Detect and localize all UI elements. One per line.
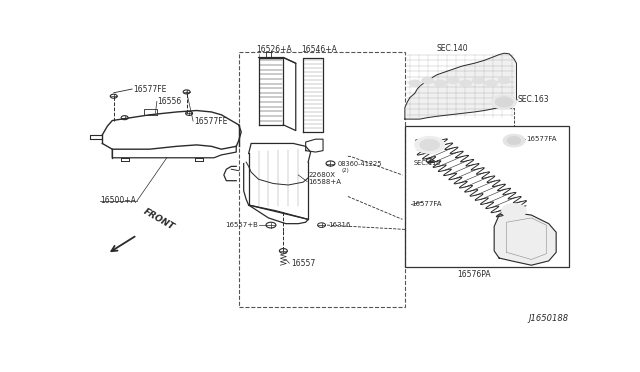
Circle shape [492, 95, 516, 109]
Text: 08360-41225: 08360-41225 [338, 160, 383, 167]
Circle shape [503, 134, 525, 147]
Bar [239, 52, 405, 307]
Text: 16577FA: 16577FA [412, 202, 442, 208]
Text: FRONT: FRONT [142, 207, 176, 232]
Text: 22680X: 22680X [308, 172, 335, 178]
Bar [405, 126, 568, 267]
Circle shape [409, 80, 420, 87]
Text: 16577FE: 16577FE [194, 118, 227, 126]
Circle shape [507, 137, 521, 145]
Text: SEC.110: SEC.110 [413, 160, 441, 166]
Circle shape [502, 203, 526, 218]
Circle shape [472, 77, 484, 84]
Text: 16556: 16556 [157, 97, 181, 106]
Circle shape [485, 80, 497, 87]
Text: 16588+A: 16588+A [308, 179, 341, 185]
Text: 16526+A: 16526+A [256, 45, 292, 54]
Circle shape [460, 80, 472, 87]
Circle shape [435, 80, 446, 87]
Bar [420, 149, 426, 152]
Text: 16546+A: 16546+A [301, 45, 337, 54]
Circle shape [498, 77, 510, 84]
Circle shape [495, 97, 513, 107]
Text: 16577FE: 16577FE [134, 84, 167, 93]
Text: 16576PA: 16576PA [458, 270, 491, 279]
Circle shape [420, 139, 440, 151]
Text: SEC.140: SEC.140 [436, 44, 468, 53]
Text: 16577FA: 16577FA [527, 135, 557, 142]
Text: SEC.11B: SEC.11B [415, 140, 442, 145]
Text: (2): (2) [341, 168, 349, 173]
Text: J1650188: J1650188 [529, 314, 568, 323]
Circle shape [415, 136, 445, 154]
Text: 16557+B: 16557+B [226, 222, 259, 228]
Text: 16316: 16316 [328, 222, 351, 228]
Text: 16557: 16557 [291, 259, 315, 268]
Polygon shape [405, 53, 516, 119]
Polygon shape [494, 212, 556, 265]
Text: 16500+A: 16500+A [100, 196, 136, 205]
Circle shape [447, 77, 459, 84]
Circle shape [422, 77, 433, 84]
Text: SEC.163: SEC.163 [518, 95, 549, 104]
